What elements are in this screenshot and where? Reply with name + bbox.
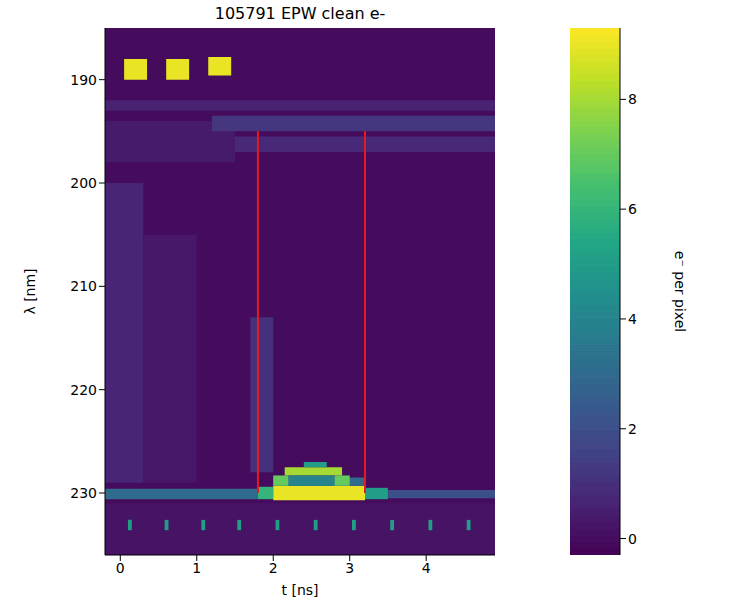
svg-text:8: 8	[628, 91, 637, 107]
svg-text:3: 3	[345, 560, 354, 576]
svg-text:1: 1	[192, 560, 201, 576]
svg-text:4: 4	[422, 560, 431, 576]
svg-text:0: 0	[628, 531, 637, 547]
svg-text:t [ns]: t [ns]	[281, 582, 318, 598]
svg-text:e⁻ per pixel: e⁻ per pixel	[672, 251, 688, 332]
svg-text:6: 6	[628, 201, 637, 217]
svg-text:230: 230	[70, 485, 97, 501]
svg-text:220: 220	[70, 382, 97, 398]
svg-text:2: 2	[269, 560, 278, 576]
svg-text:210: 210	[70, 278, 97, 294]
svg-text:2: 2	[628, 421, 637, 437]
svg-text:4: 4	[628, 311, 637, 327]
svg-text:200: 200	[70, 175, 97, 191]
svg-text:0: 0	[116, 560, 125, 576]
html-text:105791 EPW clean e-: 105791 EPW clean e-	[214, 4, 386, 23]
svg-text:190: 190	[70, 72, 97, 88]
svg-text:λ [nm]: λ [nm]	[22, 268, 38, 314]
